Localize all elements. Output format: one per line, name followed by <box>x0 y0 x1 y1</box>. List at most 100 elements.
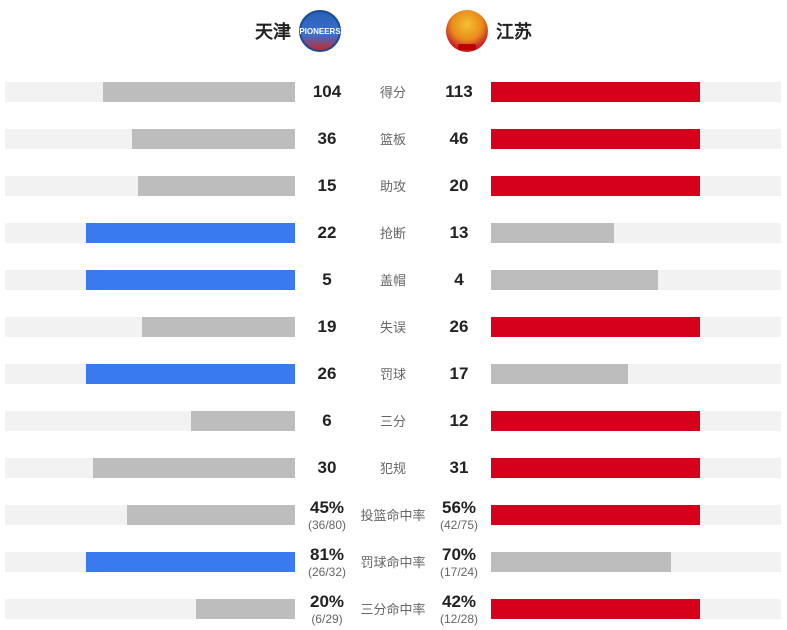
stat-right-bar-track <box>491 223 781 243</box>
stat-left-value: 22 <box>295 223 359 243</box>
stat-right-sub: (17/24) <box>427 565 491 579</box>
stat-right-value: 70% (17/24) <box>427 545 491 579</box>
team-right-name: 江苏 <box>496 18 532 44</box>
stat-left-bar-track <box>5 129 295 149</box>
stat-label: 助攻 <box>359 176 427 195</box>
stat-right-bar-fill <box>491 599 700 619</box>
stat-left-value: 81% (26/32) <box>295 545 359 579</box>
stat-left-bar-track <box>5 270 295 290</box>
stat-left-value: 15 <box>295 176 359 196</box>
stat-right-main: 46 <box>427 129 491 149</box>
stat-label: 盖帽 <box>359 270 427 289</box>
stat-left-bar-fill <box>86 552 295 572</box>
stat-left-bar-fill <box>196 599 295 619</box>
stat-right-value: 113 <box>427 82 491 102</box>
stat-right-value: 4 <box>427 270 491 290</box>
stat-row: 81% (26/32) 罚球命中率 70% (17/24) <box>5 540 782 583</box>
stat-right-value: 31 <box>427 458 491 478</box>
stat-right-main: 56% <box>427 498 491 518</box>
stat-right-bar-track <box>491 458 781 478</box>
stat-left-main: 22 <box>295 223 359 243</box>
stat-right-value: 42% (12/28) <box>427 592 491 626</box>
team-right-logo <box>446 10 488 52</box>
stat-left-value: 36 <box>295 129 359 149</box>
stat-label: 得分 <box>359 82 427 101</box>
stat-right-main: 42% <box>427 592 491 612</box>
stat-left-value: 45% (36/80) <box>295 498 359 532</box>
stat-right-value: 13 <box>427 223 491 243</box>
stat-right-value: 56% (42/75) <box>427 498 491 532</box>
stat-right-value: 46 <box>427 129 491 149</box>
stat-left-bar-track <box>5 364 295 384</box>
stat-left-main: 81% <box>295 545 359 565</box>
stat-left-main: 19 <box>295 317 359 337</box>
stat-row: 30 犯规 31 <box>5 446 782 489</box>
stat-right-bar-fill <box>491 411 700 431</box>
stat-left-bar-fill <box>93 458 295 478</box>
stat-row: 22 抢断 13 <box>5 211 782 254</box>
stat-row: 5 盖帽 4 <box>5 258 782 301</box>
team-left-logo: PIONEERS <box>299 10 341 52</box>
stat-right-value: 12 <box>427 411 491 431</box>
stat-right-bar-track <box>491 82 781 102</box>
stat-row: 26 罚球 17 <box>5 352 782 395</box>
stat-left-value: 104 <box>295 82 359 102</box>
stat-left-bar-fill <box>86 270 295 290</box>
stat-row: 20% (6/29) 三分命中率 42% (12/28) <box>5 587 782 630</box>
stat-left-bar-track <box>5 552 295 572</box>
stat-left-value: 20% (6/29) <box>295 592 359 626</box>
stat-right-bar-fill <box>491 223 614 243</box>
stat-row: 104 得分 113 <box>5 70 782 113</box>
stat-left-bar-track <box>5 223 295 243</box>
stat-row: 6 三分 12 <box>5 399 782 442</box>
stat-left-bar-track <box>5 599 295 619</box>
stat-right-value: 17 <box>427 364 491 384</box>
stat-left-value: 5 <box>295 270 359 290</box>
stat-left-main: 26 <box>295 364 359 384</box>
stat-left-value: 30 <box>295 458 359 478</box>
stat-label: 失误 <box>359 317 427 336</box>
stat-left-main: 15 <box>295 176 359 196</box>
stat-left-value: 26 <box>295 364 359 384</box>
team-left: 天津 PIONEERS <box>255 10 341 52</box>
stat-left-bar-fill <box>138 176 295 196</box>
stat-right-main: 70% <box>427 545 491 565</box>
stat-right-bar-fill <box>491 364 628 384</box>
stat-right-bar-track <box>491 129 781 149</box>
stat-left-main: 104 <box>295 82 359 102</box>
stat-row: 15 助攻 20 <box>5 164 782 207</box>
stat-right-main: 20 <box>427 176 491 196</box>
stat-left-main: 36 <box>295 129 359 149</box>
stat-left-bar-fill <box>191 411 295 431</box>
stat-left-sub: (6/29) <box>295 612 359 626</box>
stat-label: 罚球 <box>359 364 427 383</box>
stat-right-bar-fill <box>491 176 700 196</box>
stat-left-bar-fill <box>103 82 295 102</box>
stat-left-main: 5 <box>295 270 359 290</box>
stat-left-bar-track <box>5 317 295 337</box>
stat-label: 抢断 <box>359 223 427 242</box>
stat-right-bar-fill <box>491 270 658 290</box>
stat-right-main: 4 <box>427 270 491 290</box>
stat-right-bar-fill <box>491 458 700 478</box>
stat-left-bar-fill <box>127 505 295 525</box>
stat-row: 45% (36/80) 投篮命中率 56% (42/75) <box>5 493 782 536</box>
stats-table: 104 得分 113 36 篮板 46 15 <box>5 70 782 630</box>
stat-left-sub: (36/80) <box>295 518 359 532</box>
stat-label: 罚球命中率 <box>359 552 427 571</box>
stat-label: 篮板 <box>359 129 427 148</box>
stat-left-bar-fill <box>86 364 295 384</box>
stat-left-main: 20% <box>295 592 359 612</box>
stat-right-bar-track <box>491 270 781 290</box>
stat-left-bar-fill <box>142 317 295 337</box>
stat-right-main: 12 <box>427 411 491 431</box>
stat-right-bar-track <box>491 599 781 619</box>
stat-left-value: 6 <box>295 411 359 431</box>
stat-right-main: 113 <box>427 82 491 102</box>
stat-label: 投篮命中率 <box>359 505 427 524</box>
stat-right-main: 13 <box>427 223 491 243</box>
stat-right-bar-track <box>491 552 781 572</box>
stat-left-sub: (26/32) <box>295 565 359 579</box>
stat-right-bar-fill <box>491 317 700 337</box>
stat-right-bar-track <box>491 411 781 431</box>
